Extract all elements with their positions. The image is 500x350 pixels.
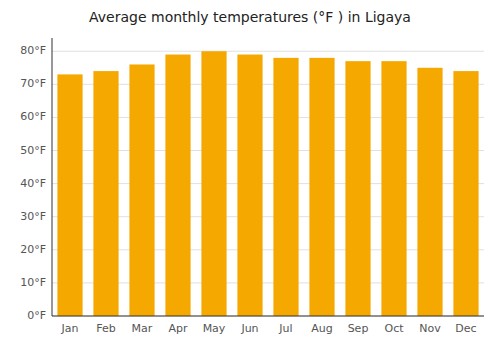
x-tick-label: May (203, 322, 226, 335)
grid (52, 51, 484, 316)
y-tick-label: 50°F (20, 144, 46, 157)
bar (201, 51, 226, 316)
x-tick-label: Apr (168, 322, 188, 335)
bar (129, 64, 154, 316)
chart: 0°F 10°F 20°F 30°F 40°F 50°F 60°F 70°F 80°F Jan Fe… (0, 0, 500, 350)
x-ticks: Jan Feb Mar Apr May Jun Jul Aug Sep Oct Nov Dec (61, 322, 477, 335)
bars (57, 51, 478, 316)
y-tick-label: 0°F (27, 309, 46, 322)
x-tick-label: Oct (384, 322, 404, 335)
title: Average monthly temperatures (°F ) in Li… (89, 9, 411, 25)
y-tick-label: 80°F (20, 44, 46, 57)
x-axis-line (52, 316, 484, 317)
y-tick-label: 10°F (20, 276, 46, 289)
x-tick-label: Dec (455, 322, 476, 335)
bar (93, 71, 118, 316)
y-tick-label: 30°F (20, 210, 46, 223)
bar (165, 55, 190, 316)
x-tick-label: Nov (419, 322, 441, 335)
bar (345, 61, 370, 316)
x-tick-label: Feb (96, 322, 115, 335)
bar (417, 68, 442, 316)
y-tick-label: 20°F (20, 243, 46, 256)
bar (273, 58, 298, 316)
x-tick-label: Jan (61, 322, 79, 335)
bar (381, 61, 406, 316)
x-tick-label: Mar (132, 322, 153, 335)
y-axis-line (52, 38, 53, 316)
grid-line (52, 316, 484, 317)
x-tick-label: Sep (348, 322, 369, 335)
y-tick-label: 40°F (20, 177, 46, 190)
bar (57, 74, 82, 316)
y-tick-label: 60°F (20, 110, 46, 123)
bar (453, 71, 478, 316)
chart-container: 0°F 10°F 20°F 30°F 40°F 50°F 60°F 70°F 80°F Jan Fe… (0, 0, 500, 350)
bar (237, 55, 262, 316)
x-tick-label: Jul (278, 322, 292, 335)
x-tick-label: Jun (240, 322, 258, 335)
y-ticks: 0°F 10°F 20°F 30°F 40°F 50°F 60°F 70°F 80°F (20, 44, 46, 322)
bar (309, 58, 334, 316)
y-tick-label: 70°F (20, 77, 46, 90)
x-tick-label: Aug (311, 322, 332, 335)
grid-line (52, 51, 484, 52)
